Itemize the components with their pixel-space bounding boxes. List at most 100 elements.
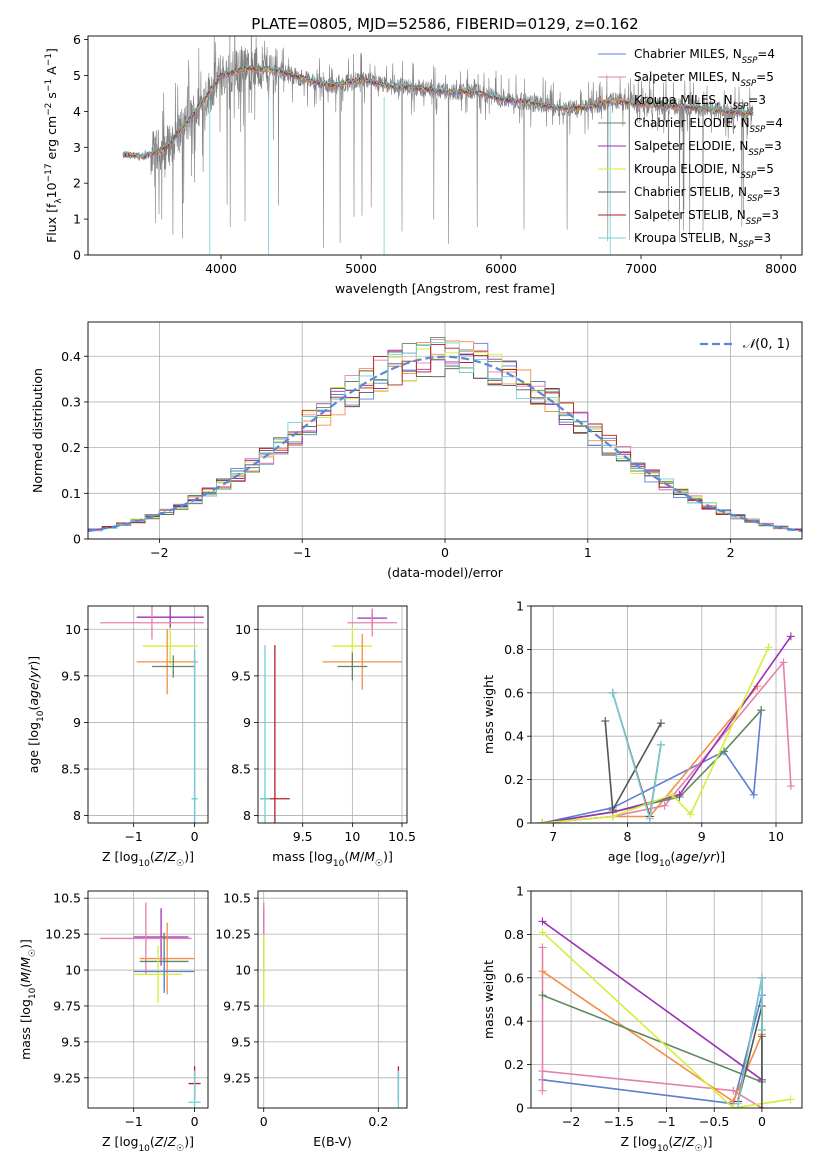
legend-label: Kroupa ELODIE, NSSP=5 bbox=[634, 162, 774, 181]
y-tick-label: 9.25 bbox=[223, 1070, 251, 1085]
weight-marker bbox=[734, 1099, 743, 1108]
histogram-step-9 bbox=[88, 341, 802, 532]
y-tick-label: 0 bbox=[73, 532, 81, 547]
x-axis-label: age [log10(age/yr)] bbox=[608, 849, 725, 869]
y-tick-label: 0.4 bbox=[61, 349, 81, 364]
figure-title: PLATE=0805, MJD=52586, FIBERID=0129, z=0… bbox=[251, 15, 638, 33]
y-axis-label: mass [log10(M/M☉)] bbox=[18, 939, 38, 1060]
legend-label: Kroupa STELIB, NSSP=3 bbox=[634, 231, 771, 250]
weight-marker bbox=[668, 790, 677, 799]
plot-area bbox=[100, 902, 201, 1108]
x-tick-label: 2 bbox=[727, 545, 735, 560]
y-tick-label: 0.2 bbox=[504, 772, 524, 787]
errorbar-point bbox=[188, 1070, 201, 1108]
y-tick-label: 8 bbox=[73, 808, 81, 823]
weight-line-4 bbox=[542, 994, 763, 1084]
x-tick-label: 4000 bbox=[205, 261, 237, 276]
weight-marker bbox=[538, 967, 547, 976]
weight-marker bbox=[764, 643, 773, 652]
y-tick-label: 10.25 bbox=[215, 927, 251, 942]
x-axis-label: mass [log10(M/M☉)] bbox=[272, 849, 393, 869]
y-tick-label: 10.5 bbox=[223, 891, 251, 906]
weight-marker bbox=[675, 790, 684, 799]
axes-mass-vs-EBV: 0 0.2 9.25 9.5 9.75 10 10.25 10.5 E(B-V) bbox=[215, 890, 408, 1149]
y-axis-label: age [log10(age/yr)] bbox=[26, 656, 46, 773]
y-tick-label: 10 bbox=[65, 963, 81, 978]
errorbar-point bbox=[142, 627, 198, 665]
errorbar-point bbox=[136, 629, 198, 695]
y-tick-label: 9.5 bbox=[231, 668, 251, 683]
y-tick-label: 9.5 bbox=[61, 1034, 81, 1049]
x-tick-label: 0 bbox=[260, 1114, 268, 1129]
x-axis-label: E(B-V) bbox=[313, 1134, 352, 1149]
y-tick-label: 0.6 bbox=[504, 685, 524, 700]
errorbar-point bbox=[191, 649, 198, 823]
weight-marker bbox=[729, 1104, 738, 1108]
axes-residuals: −2 −1 0 1 2 0 0.1 0.2 0.3 0.4 𝒩(0, 1) (data-model)… bbox=[30, 321, 803, 580]
y-tick-label: 1 bbox=[516, 884, 524, 899]
x-tick-label: 0.2 bbox=[368, 1114, 388, 1129]
x-tick-label: 1 bbox=[584, 545, 592, 560]
weight-marker bbox=[660, 801, 669, 810]
axes-frame bbox=[87, 321, 803, 540]
y-tick-label: 0.4 bbox=[504, 1014, 524, 1029]
y-tick-label: 8.5 bbox=[231, 761, 251, 776]
axes-frame bbox=[530, 890, 803, 1109]
weight-marker bbox=[786, 1095, 795, 1104]
normal-reference-curve bbox=[88, 355, 802, 533]
weight-marker bbox=[786, 632, 795, 641]
plot-area bbox=[88, 336, 802, 533]
y-tick-label: 0 bbox=[516, 1101, 524, 1116]
x-tick-label: 7 bbox=[549, 829, 557, 844]
x-axis-label: Z [log10(Z/Z☉)] bbox=[102, 849, 194, 869]
weight-marker bbox=[757, 1025, 766, 1034]
y-tick-label: 9 bbox=[73, 715, 81, 730]
x-tick-label: 8000 bbox=[765, 261, 797, 276]
axes-spectrum: 4000 5000 6000 7000 8000 0 1 2 3 4 5 6 Chabrier MILE… bbox=[44, 32, 803, 296]
y-tick-label: 0.2 bbox=[61, 440, 81, 455]
x-tick-label: 10 bbox=[344, 829, 360, 844]
axes-age-vs-Z: −1 0 8 8.5 9 9.5 10 Z [log10(Z/Z☉)] age [log10(a… bbox=[26, 605, 209, 869]
weight-marker bbox=[538, 928, 547, 937]
errorbar-point bbox=[322, 633, 403, 690]
plot-area bbox=[100, 606, 204, 823]
axes-weight-vs-age: 7 8 9 10 0 0.2 0.4 0.6 0.8 1 age [log10(age/yr)] ma… bbox=[481, 599, 803, 869]
weight-marker bbox=[757, 973, 766, 982]
x-tick-label: 0 bbox=[758, 1114, 766, 1129]
x-tick-label: −1 bbox=[657, 1114, 675, 1129]
axes-frame bbox=[257, 890, 408, 1109]
x-tick-label: 9.5 bbox=[293, 829, 313, 844]
histogram-step-7 bbox=[88, 354, 802, 531]
y-tick-label: 10.25 bbox=[45, 927, 81, 942]
x-axis-label: Z [log10(Z/Z☉)] bbox=[102, 1134, 194, 1154]
y-tick-label: 0.3 bbox=[61, 394, 81, 409]
legend-label: 𝒩(0, 1) bbox=[740, 337, 790, 352]
weight-marker bbox=[608, 805, 617, 814]
x-axis-label: wavelength [Angstrom, rest frame] bbox=[335, 281, 555, 296]
y-tick-label: 9.25 bbox=[53, 1070, 81, 1085]
legend-label: Chabrier ELODIE, NSSP=4 bbox=[634, 116, 783, 135]
weight-marker bbox=[538, 819, 547, 823]
y-axis-label: mass weight bbox=[481, 960, 496, 1039]
y-tick-label: 9.75 bbox=[53, 998, 81, 1013]
errorbar-point bbox=[259, 645, 270, 823]
axes-frame bbox=[257, 605, 408, 824]
axes-frame bbox=[87, 35, 803, 256]
weight-marker bbox=[757, 1104, 766, 1108]
plot-area bbox=[263, 902, 400, 1108]
errorbar-point bbox=[100, 606, 204, 640]
errorbar-point bbox=[347, 608, 398, 637]
y-tick-label: 1 bbox=[516, 599, 524, 614]
x-tick-label: 9 bbox=[698, 829, 706, 844]
weight-marker bbox=[720, 747, 729, 756]
x-tick-label: 7000 bbox=[625, 261, 657, 276]
x-tick-label: −1 bbox=[124, 1114, 142, 1129]
y-tick-label: 0 bbox=[516, 816, 524, 831]
errorbar-point bbox=[133, 949, 195, 994]
y-tick-label: 8 bbox=[243, 808, 251, 823]
x-axis-label: (data-model)/error bbox=[387, 565, 504, 580]
x-tick-label: 10.5 bbox=[388, 829, 416, 844]
weight-marker bbox=[538, 991, 547, 1000]
axes-frame bbox=[87, 890, 209, 1109]
x-tick-label: −2 bbox=[562, 1114, 580, 1129]
